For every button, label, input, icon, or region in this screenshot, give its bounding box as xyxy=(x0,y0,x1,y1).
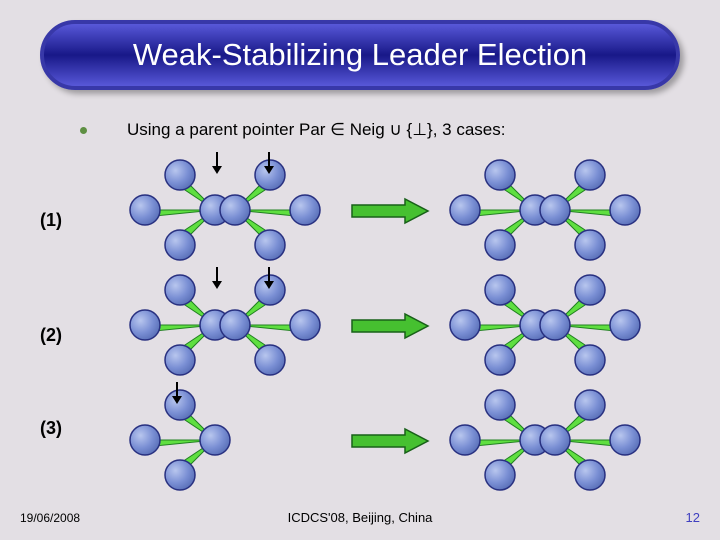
cluster-2-right-b xyxy=(535,270,645,380)
down-arrow-1b xyxy=(262,150,276,176)
block-arrow-1 xyxy=(350,197,430,225)
title-banner: Weak-Stabilizing Leader Election xyxy=(40,20,680,90)
cluster-3-right-b xyxy=(535,385,645,495)
row-label-1: (1) xyxy=(40,210,62,231)
footer-page: 12 xyxy=(686,510,700,525)
bullet-text: Using a parent pointer Par ∈ Neig ∪ {⊥},… xyxy=(127,120,505,140)
down-arrow-2a xyxy=(210,265,224,291)
down-arrow-2b xyxy=(262,265,276,291)
bullet-icon xyxy=(80,127,87,134)
bullet-row: Using a parent pointer Par ∈ Neig ∪ {⊥},… xyxy=(80,120,505,140)
slide-title: Weak-Stabilizing Leader Election xyxy=(133,37,587,73)
block-arrow-3 xyxy=(350,427,430,455)
row-label-2: (2) xyxy=(40,325,62,346)
footer-venue: ICDCS'08, Beijing, China xyxy=(0,510,720,525)
row-label-3: (3) xyxy=(40,418,62,439)
cluster-1-right-b xyxy=(535,155,645,265)
down-arrow-1a xyxy=(210,150,224,176)
block-arrow-2 xyxy=(350,312,430,340)
down-arrow-3 xyxy=(170,380,184,406)
